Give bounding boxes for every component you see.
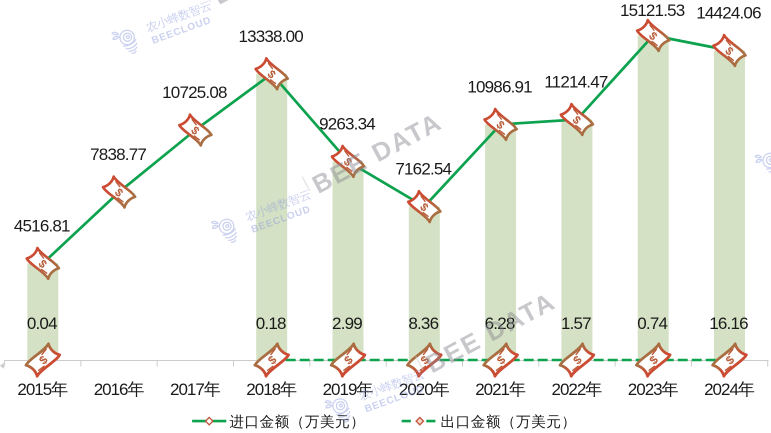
svg-text:2018: 2018 xyxy=(246,380,280,399)
svg-text:2.99: 2.99 xyxy=(332,314,362,333)
svg-text:9263.34: 9263.34 xyxy=(319,114,375,133)
svg-text:13338.00: 13338.00 xyxy=(238,27,303,46)
svg-text:2015: 2015 xyxy=(17,380,51,399)
svg-text:10986.91: 10986.91 xyxy=(467,77,532,96)
svg-text:14424.06: 14424.06 xyxy=(696,4,761,23)
svg-text:4516.81: 4516.81 xyxy=(14,216,70,235)
svg-text:2022: 2022 xyxy=(552,380,586,399)
svg-text:0.74: 0.74 xyxy=(637,314,667,333)
svg-text:10725.08: 10725.08 xyxy=(162,83,227,102)
svg-text:2016: 2016 xyxy=(94,380,128,399)
svg-text:8.36: 8.36 xyxy=(408,314,438,333)
svg-text:16.16: 16.16 xyxy=(709,314,748,333)
svg-text:7162.54: 7162.54 xyxy=(395,160,451,179)
svg-text:1.57: 1.57 xyxy=(561,314,591,333)
svg-text:2019: 2019 xyxy=(323,380,357,399)
svg-text:2017: 2017 xyxy=(170,380,204,399)
svg-text:0.04: 0.04 xyxy=(27,314,57,333)
svg-text:0.18: 0.18 xyxy=(256,314,286,333)
svg-text:2023: 2023 xyxy=(628,380,662,399)
svg-text:11214.47: 11214.47 xyxy=(544,73,608,92)
svg-text:2024: 2024 xyxy=(704,380,738,399)
svg-text:2021: 2021 xyxy=(475,380,509,399)
svg-text:15121.53: 15121.53 xyxy=(620,1,685,20)
svg-text:7838.77: 7838.77 xyxy=(90,145,146,164)
